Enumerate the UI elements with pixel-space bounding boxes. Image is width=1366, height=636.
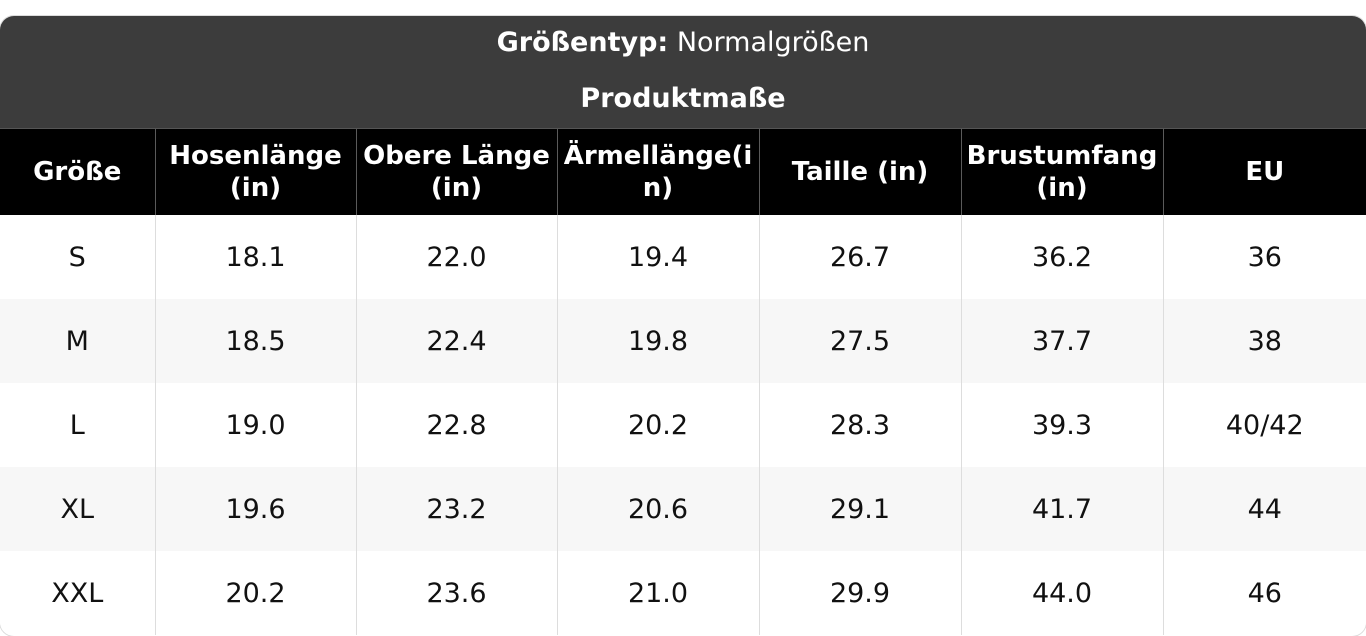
size-chart: Größentyp: Normalgrößen Produktmaße Größ… [0,16,1366,636]
size-type-value: Normalgrößen [676,27,870,58]
table-cell: 19.8 [556,299,759,383]
table-cell: 36 [1162,215,1366,299]
table-row: S 18.1 22.0 19.4 26.7 36.2 36 [0,215,1366,299]
table-cell: 28.3 [758,383,961,467]
table-cell: L [0,383,155,467]
table-cell: 20.6 [556,467,759,551]
table-cell: 18.1 [154,215,356,299]
table-cell: XL [0,467,155,551]
table-cell: 27.5 [758,299,961,383]
size-chart-header: Größentyp: Normalgrößen Produktmaße [0,16,1366,129]
table-cell: 22.8 [355,383,557,467]
table-cell: 36.2 [960,215,1163,299]
table-cell: 38 [1162,299,1366,383]
table-cell: 22.0 [355,215,557,299]
column-header-bust: Brustumfang (in) [960,129,1163,215]
column-header-eu: EU [1162,129,1366,215]
table-cell: S [0,215,155,299]
table-cell: 37.7 [960,299,1163,383]
table-cell: 21.0 [556,551,759,635]
table-cell: 23.2 [355,467,557,551]
table-cell: 20.2 [154,551,356,635]
table-cell: 29.9 [758,551,961,635]
table-cell: 41.7 [960,467,1163,551]
column-header-sleeve-length: Ärmellänge(in) [556,129,759,215]
table-row: L 19.0 22.8 20.2 28.3 39.3 40/42 [0,383,1366,467]
table-cell: 44 [1162,467,1366,551]
measurements-title: Produktmaße [580,83,786,114]
table-cell: XXL [0,551,155,635]
table-cell: 20.2 [556,383,759,467]
table-cell: 19.4 [556,215,759,299]
table-cell: 19.6 [154,467,356,551]
table-cell: 23.6 [355,551,557,635]
table-cell: 26.7 [758,215,961,299]
table-row: XL 19.6 23.2 20.6 29.1 41.7 44 [0,467,1366,551]
table-cell: 22.4 [355,299,557,383]
table-row: XXL 20.2 23.6 21.0 29.9 44.0 46 [0,551,1366,635]
column-header-waist: Taille (in) [758,129,961,215]
size-type-line: Größentyp: Normalgrößen [0,26,1366,60]
size-type-label: Größentyp: [496,27,669,58]
table-row: M 18.5 22.4 19.8 27.5 37.7 38 [0,299,1366,383]
table-cell: 18.5 [154,299,356,383]
column-header-pants-length: Hosenlänge (in) [154,129,356,215]
table-header-row: Größe Hosenlänge (in) Obere Länge(in) Är… [0,129,1366,215]
table-cell: 40/42 [1162,383,1366,467]
table-cell: 39.3 [960,383,1163,467]
table-cell: 19.0 [154,383,356,467]
size-table: Größe Hosenlänge (in) Obere Länge(in) Är… [0,129,1366,635]
table-cell: 46 [1162,551,1366,635]
column-header-top-length: Obere Länge(in) [355,129,557,215]
table-cell: M [0,299,155,383]
column-header-size: Größe [0,129,155,215]
table-cell: 29.1 [758,467,961,551]
table-cell: 44.0 [960,551,1163,635]
